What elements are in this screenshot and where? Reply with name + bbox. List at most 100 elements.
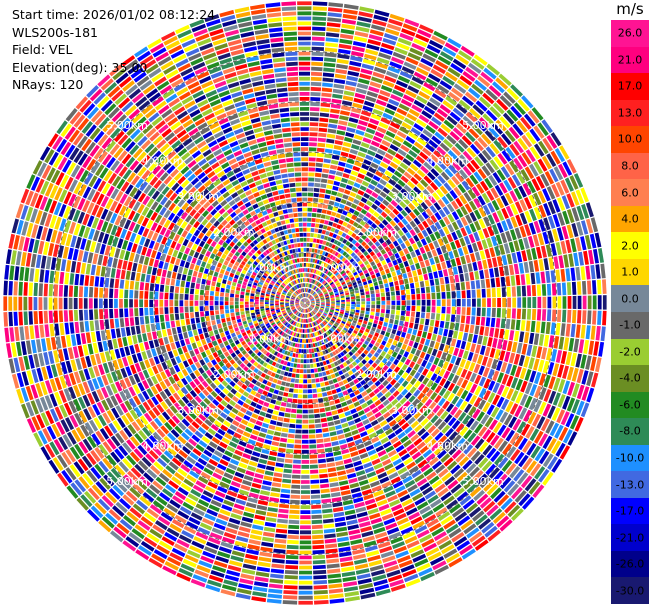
gate-cell <box>354 371 360 378</box>
gate-cell <box>284 575 298 580</box>
gate-cell <box>429 340 435 348</box>
gate-cell <box>522 496 535 510</box>
gate-cell <box>578 251 584 266</box>
gate-cell <box>489 268 495 278</box>
gate-cell <box>380 292 385 297</box>
gate-cell <box>456 387 464 397</box>
gate-cell <box>299 107 310 111</box>
gate-cell <box>351 260 357 266</box>
gate-cell <box>436 299 441 306</box>
gate-cell <box>371 362 378 369</box>
gate-cell <box>301 475 310 479</box>
gate-cell <box>365 311 370 315</box>
gate-cell <box>446 306 451 314</box>
gate-cell <box>489 347 496 358</box>
gate-cell <box>392 390 400 398</box>
gate-cell <box>306 354 310 358</box>
gate-cell <box>405 56 419 66</box>
gate-cell <box>339 289 344 293</box>
gate-cell <box>293 459 301 464</box>
gate-cell <box>309 117 319 122</box>
gate-cell <box>531 178 541 192</box>
gate-cell <box>326 277 331 282</box>
gate-cell <box>444 71 458 82</box>
gate-cell <box>412 398 420 407</box>
gate-cell <box>335 305 340 308</box>
gate-cell <box>474 438 485 450</box>
gate-cell <box>337 285 342 289</box>
gate-cell <box>487 529 501 542</box>
gate-cell <box>302 339 305 343</box>
gate-cell <box>460 389 469 400</box>
gate-cell <box>311 273 314 278</box>
gate-cell <box>329 598 345 604</box>
gate-cell <box>393 382 401 389</box>
gate-cell <box>490 406 500 418</box>
gate-cell <box>305 298 308 303</box>
gate-cell <box>350 291 355 295</box>
gate-cell <box>279 406 286 412</box>
gate-cell <box>422 386 430 395</box>
gate-cell <box>316 438 324 444</box>
gate-cell <box>304 278 306 282</box>
gate-cell <box>585 218 594 234</box>
gate-cell <box>405 266 411 273</box>
gate-cell <box>536 284 542 296</box>
gate-cell <box>466 482 478 494</box>
gate-cell <box>205 349 212 356</box>
gate-cell <box>203 356 210 364</box>
gate-cell <box>318 463 327 469</box>
gate-cell <box>592 280 597 295</box>
gate-cell <box>357 426 366 433</box>
gate-cell <box>541 119 553 134</box>
gate-cell <box>345 322 351 327</box>
gate-cell <box>409 229 416 237</box>
gate-cell <box>359 285 364 290</box>
gate-cell <box>306 301 310 303</box>
gate-cell <box>374 153 384 161</box>
gate-cell <box>272 378 278 384</box>
gate-cell <box>405 374 413 382</box>
gate-cell <box>462 246 469 255</box>
gate-cell <box>552 228 559 242</box>
gate-cell <box>329 593 344 599</box>
gate-cell <box>359 313 365 317</box>
gate-cell <box>536 416 546 430</box>
gate-cell <box>409 361 416 369</box>
gate-cell <box>317 367 322 372</box>
gate-cell <box>347 196 355 202</box>
gate-cell <box>315 218 321 223</box>
gate-cell <box>309 132 318 137</box>
gate-cell <box>571 223 579 237</box>
gate-cell <box>434 278 440 286</box>
gate-cell <box>334 516 346 523</box>
gate-cell <box>587 280 592 295</box>
gate-cell <box>276 380 282 385</box>
gate-cell <box>351 361 358 367</box>
gate-cell <box>534 466 546 480</box>
gate-cell <box>317 208 322 213</box>
gate-cell <box>375 272 381 278</box>
gate-cell <box>327 330 331 335</box>
gate-cell <box>394 346 401 353</box>
gate-cell <box>375 289 380 294</box>
gate-cell <box>417 223 425 231</box>
gate-cell <box>332 501 343 508</box>
gate-cell <box>306 303 310 305</box>
gate-cell <box>309 137 318 142</box>
gate-cell <box>466 290 471 299</box>
gate-cell <box>269 419 277 426</box>
gate-cell <box>381 305 386 309</box>
gate-cell <box>306 248 310 252</box>
gate-cell <box>423 325 429 332</box>
gate-cell <box>417 28 432 39</box>
gate-cell <box>426 389 434 398</box>
gate-cell <box>460 216 468 227</box>
gate-cell <box>278 411 285 417</box>
gate-cell <box>492 511 506 524</box>
gate-cell <box>458 50 472 61</box>
gate-cell <box>446 299 451 307</box>
gate-cell <box>410 377 417 386</box>
gate-cell <box>341 23 356 30</box>
gate-cell <box>423 273 429 281</box>
